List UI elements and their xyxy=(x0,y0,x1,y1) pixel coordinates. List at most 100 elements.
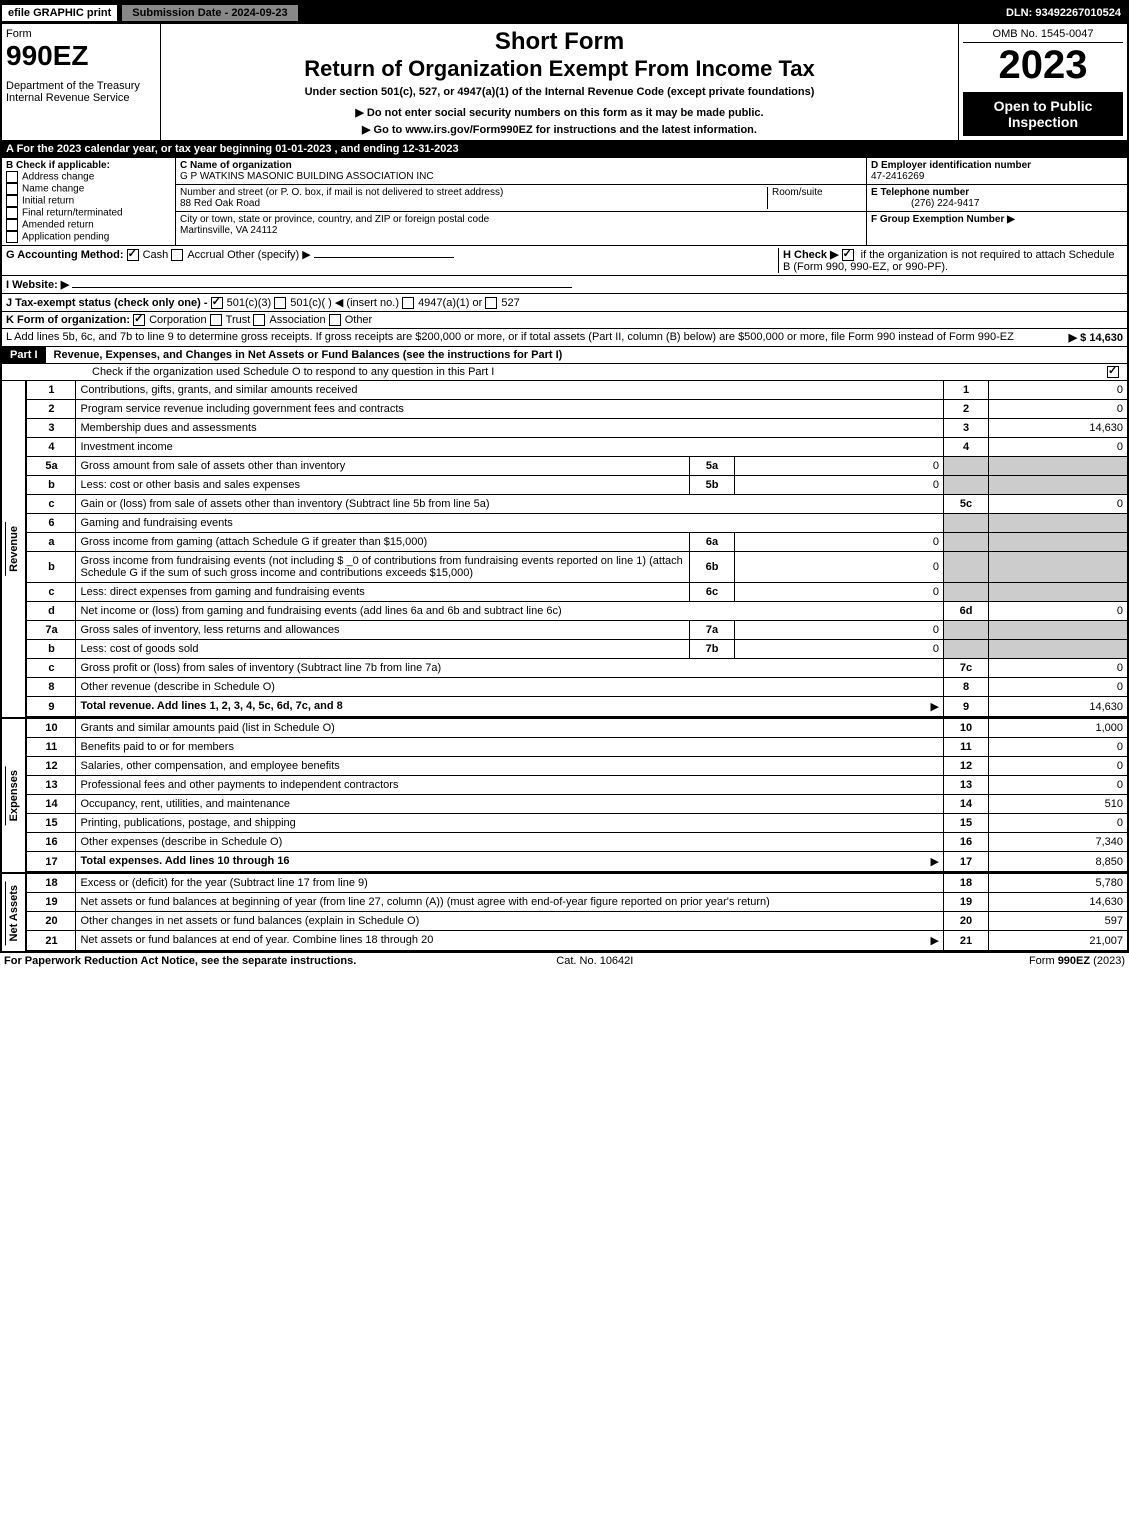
tax-year: 2023 xyxy=(963,43,1123,88)
checkbox-501c3[interactable] xyxy=(211,297,223,309)
subline-value: 0 xyxy=(735,476,944,495)
line-number: b xyxy=(27,640,76,659)
part-1-check-note: Check if the organization used Schedule … xyxy=(92,366,1107,378)
gray-cell xyxy=(944,457,989,476)
line-number: d xyxy=(27,602,76,621)
name-change-label: Name change xyxy=(22,184,84,195)
submission-date: Submission Date - 2024-09-23 xyxy=(121,4,298,22)
line-number: c xyxy=(27,583,76,602)
checkbox-527[interactable] xyxy=(485,297,497,309)
line-number: 19 xyxy=(27,893,76,912)
line-description: Membership dues and assessments xyxy=(76,419,944,438)
form-org-label: K Form of organization: xyxy=(6,314,130,326)
line-description: Benefits paid to or for members xyxy=(76,738,944,757)
gray-cell xyxy=(989,476,1128,495)
line-number: 14 xyxy=(27,795,76,814)
city-label: City or town, state or province, country… xyxy=(180,214,489,225)
line-g: G Accounting Method: Cash Accrual Other … xyxy=(6,248,778,273)
checkbox-accrual[interactable] xyxy=(171,249,183,261)
checkbox-501c[interactable] xyxy=(274,297,286,309)
line-number: 5a xyxy=(27,457,76,476)
line-description: Contributions, gifts, grants, and simila… xyxy=(76,381,944,400)
ein-value: 47-2416269 xyxy=(871,171,924,182)
header-left: Form 990EZ Department of the Treasury In… xyxy=(2,24,161,140)
gray-cell xyxy=(944,476,989,495)
line-description: Gain or (loss) from sale of assets other… xyxy=(76,495,944,514)
subtitle: Under section 501(c), 527, or 4947(a)(1)… xyxy=(165,86,954,98)
subline-value: 0 xyxy=(735,583,944,602)
line-row: 12Salaries, other compensation, and empl… xyxy=(27,757,1127,776)
short-form-title: Short Form xyxy=(165,28,954,56)
line-number: 2 xyxy=(27,400,76,419)
checkbox-amended-return[interactable] xyxy=(6,219,18,231)
box-def: D Employer identification number 47-2416… xyxy=(867,158,1127,245)
box-c: C Name of organization G P WATKINS MASON… xyxy=(176,158,867,245)
gray-cell xyxy=(989,514,1128,533)
line-description: Gross income from fundraising events (no… xyxy=(76,552,690,583)
subline-value: 0 xyxy=(735,552,944,583)
line-row: 20Other changes in net assets or fund ba… xyxy=(27,912,1127,931)
amended-return-label: Amended return xyxy=(22,220,94,231)
line-box-number: 20 xyxy=(944,912,989,931)
line-description: Less: cost or other basis and sales expe… xyxy=(76,476,690,495)
line-amount: 0 xyxy=(989,659,1128,678)
line-row: 14Occupancy, rent, utilities, and mainte… xyxy=(27,795,1127,814)
footer-left: For Paperwork Reduction Act Notice, see … xyxy=(4,955,356,967)
arrow-icon: ▶ xyxy=(931,700,939,713)
checkbox-cash[interactable] xyxy=(127,249,139,261)
initial-return-label: Initial return xyxy=(22,196,74,207)
line-row: 5aGross amount from sale of assets other… xyxy=(27,457,1127,476)
checkbox-other-org[interactable] xyxy=(329,314,341,326)
subline-value: 0 xyxy=(735,457,944,476)
line-k: K Form of organization: Corporation Trus… xyxy=(2,312,1127,329)
line-h: H Check ▶ if the organization is not req… xyxy=(778,248,1123,273)
org-name: G P WATKINS MASONIC BUILDING ASSOCIATION… xyxy=(180,171,434,182)
checkbox-final-return[interactable] xyxy=(6,207,18,219)
line-row: 10Grants and similar amounts paid (list … xyxy=(27,719,1127,738)
arrow-icon: ▶ xyxy=(931,855,939,868)
subline-number: 6c xyxy=(690,583,735,602)
checkbox-initial-return[interactable] xyxy=(6,195,18,207)
checkbox-application-pending[interactable] xyxy=(6,231,18,243)
line-row: aGross income from gaming (attach Schedu… xyxy=(27,533,1127,552)
corporation-label: Corporation xyxy=(149,314,206,326)
checkbox-address-change[interactable] xyxy=(6,171,18,183)
line-row: 17Total expenses. Add lines 10 through 1… xyxy=(27,852,1127,872)
line-description: Excess or (deficit) for the year (Subtra… xyxy=(76,874,944,893)
line-number: 8 xyxy=(27,678,76,697)
part-1-title: Revenue, Expenses, and Changes in Net As… xyxy=(46,349,563,361)
checkbox-schedule-b[interactable] xyxy=(842,249,854,261)
checkbox-corporation[interactable] xyxy=(133,314,145,326)
website-label: I Website: ▶ xyxy=(6,279,69,291)
accounting-method-label: G Accounting Method: xyxy=(6,249,124,261)
checkbox-trust[interactable] xyxy=(210,314,222,326)
line-box-number: 18 xyxy=(944,874,989,893)
line-box-number: 10 xyxy=(944,719,989,738)
revenue-section: Revenue 1Contributions, gifts, grants, a… xyxy=(2,381,1127,717)
box-b-label: B Check if applicable: xyxy=(6,160,171,171)
line-box-number: 19 xyxy=(944,893,989,912)
gray-cell xyxy=(989,640,1128,659)
line-number: 3 xyxy=(27,419,76,438)
line-row: 6Gaming and fundraising events xyxy=(27,514,1127,533)
line-row: 7aGross sales of inventory, less returns… xyxy=(27,621,1127,640)
line-amount: 21,007 xyxy=(989,931,1128,951)
subline-value: 0 xyxy=(735,533,944,552)
dept-irs: Internal Revenue Service xyxy=(6,92,156,104)
line-description: Grants and similar amounts paid (list in… xyxy=(76,719,944,738)
checkbox-association[interactable] xyxy=(253,314,265,326)
line-amount: 0 xyxy=(989,757,1128,776)
application-pending-label: Application pending xyxy=(22,232,109,243)
line-amount: 0 xyxy=(989,400,1128,419)
line-description: Printing, publications, postage, and shi… xyxy=(76,814,944,833)
line-row: bGross income from fundraising events (n… xyxy=(27,552,1127,583)
tax-exempt-label: J Tax-exempt status (check only one) - xyxy=(6,297,208,309)
line-description: Gross profit or (loss) from sales of inv… xyxy=(76,659,944,678)
goto-link[interactable]: ▶ Go to www.irs.gov/Form990EZ for instru… xyxy=(165,123,954,136)
checkbox-4947[interactable] xyxy=(402,297,414,309)
line-box-number: 16 xyxy=(944,833,989,852)
checkbox-name-change[interactable] xyxy=(6,183,18,195)
line-row: cLess: direct expenses from gaming and f… xyxy=(27,583,1127,602)
checkbox-schedule-o[interactable] xyxy=(1107,366,1119,378)
gray-cell xyxy=(944,533,989,552)
